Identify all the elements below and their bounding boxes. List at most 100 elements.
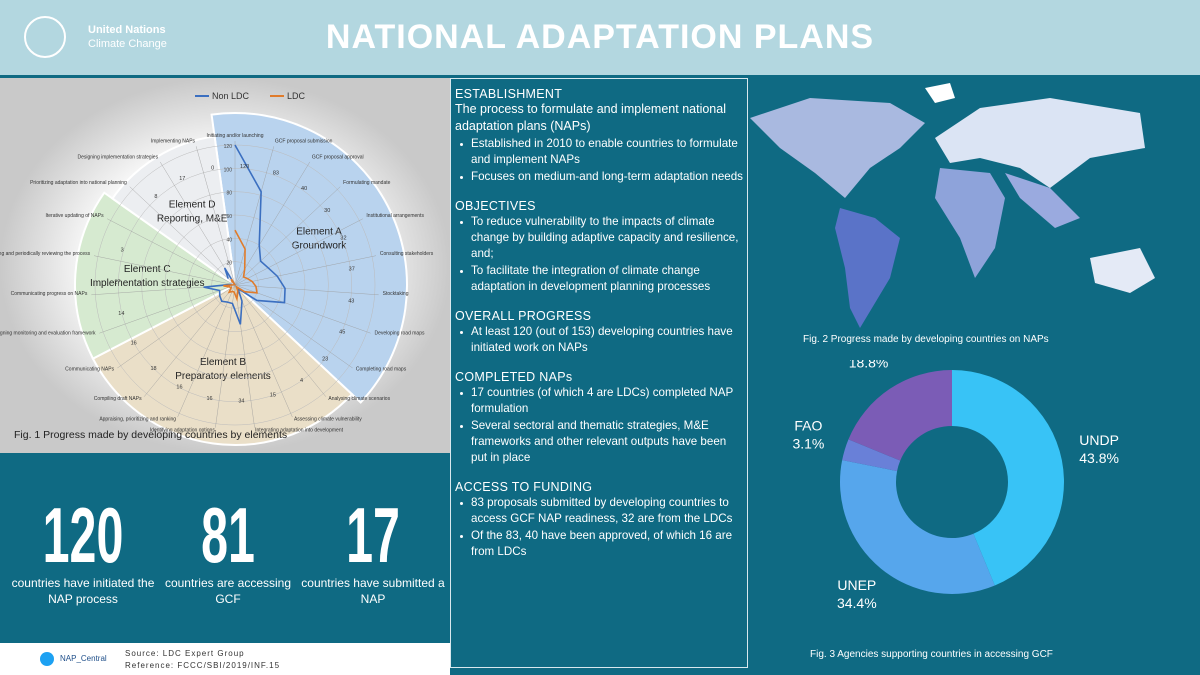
axis-label: Assessing climate vulnerability	[294, 417, 362, 423]
legend-label: LDC	[287, 91, 306, 101]
legend-label: Non LDC	[212, 91, 250, 101]
caption: Fig. 2 Progress made by developing count…	[803, 334, 1049, 345]
donut-slice	[952, 370, 1064, 586]
r-tick-label: 40	[226, 237, 232, 243]
value-label: 16	[206, 396, 212, 402]
bullet: 17 countries (of which 4 are LDCs) compl…	[455, 385, 743, 417]
slice-value: 34.4%	[837, 595, 877, 611]
donut-chart: UNDP43.8%UNEP34.4%FAO3.1%Others18.8%Fig.…	[792, 360, 1119, 660]
spoke	[195, 146, 236, 286]
axis-label: Consulting stakeholders	[380, 251, 434, 257]
value-label: 0	[211, 166, 214, 172]
axis-label: Iterative updating of NAPs	[45, 213, 104, 219]
axis-label: Analysing climate scenarios	[328, 396, 390, 402]
slice-value: 3.1%	[792, 436, 824, 452]
bullet: To reduce vulnerability to the impacts o…	[455, 214, 743, 262]
element-name: Element C	[124, 264, 171, 275]
spoke	[234, 284, 255, 428]
element-sub: Reporting, M&E	[157, 214, 228, 225]
text-panel: ESTABLISHMENT The process to formulate an…	[450, 78, 748, 668]
spoke	[234, 284, 327, 397]
axis-label: Stocktaking	[383, 291, 409, 297]
axis-label: Compiling draft NAPs	[94, 396, 142, 402]
element-sector	[111, 135, 237, 288]
axis-label: GCF proposal submission	[275, 138, 333, 144]
source: Source: LDC Expert Group	[125, 649, 245, 658]
element-sector	[74, 191, 237, 360]
section-heading: OBJECTIVES	[455, 199, 536, 213]
spoke	[160, 161, 236, 286]
bullet: At least 120 (out of 153) developing cou…	[455, 324, 743, 356]
stat-label: countries are accessing GCF	[164, 576, 292, 606]
stat-number: 120	[42, 491, 124, 579]
stat: 81 countries are accessing GCF	[153, 495, 303, 607]
stat-label: countries have initiated the NAP process	[11, 576, 155, 606]
section-heading: OVERALL PROGRESS	[455, 309, 592, 323]
axis-label: Initiating and/or launching	[207, 133, 264, 139]
section-heading: ACCESS TO FUNDING	[455, 480, 593, 494]
bullet: Several sectoral and thematic strategies…	[455, 418, 743, 466]
org-name: United Nations	[88, 24, 166, 36]
twitter-icon	[40, 652, 54, 666]
stat-number: 81	[201, 491, 255, 579]
continents	[750, 83, 1155, 328]
value-label: 45	[339, 329, 345, 335]
element-name: Element A	[296, 226, 342, 237]
value-label: 37	[349, 267, 355, 273]
bullet: 83 proposals submitted by developing cou…	[455, 495, 743, 527]
value-label: 16	[131, 341, 137, 347]
bullet: Focuses on medium-and long-term adaptati…	[455, 169, 743, 185]
axis-label: Communicating NAPs	[65, 366, 114, 372]
world-map	[750, 83, 1155, 328]
value-label: 16	[176, 385, 182, 391]
axis-label: Implementing NAPs	[151, 138, 196, 144]
axis-label: Identifying adaptation options	[150, 428, 216, 434]
spoke	[93, 255, 236, 286]
slice-value: 43.8%	[1079, 450, 1119, 466]
value-label: 30	[324, 208, 330, 214]
spoke	[234, 218, 363, 286]
spoke	[143, 284, 236, 397]
bullet: Established in 2010 to enable countries …	[455, 136, 743, 168]
stat-label: countries have submitted a NAP	[301, 576, 445, 606]
stat: 120 countries have initiated the NAP proc…	[8, 495, 158, 607]
stat: 17 countries have submitted a NAP	[298, 495, 448, 607]
reference: Reference: FCCC/SBI/2019/INF.15	[125, 661, 281, 670]
spoke	[234, 186, 341, 286]
value-label: 17	[179, 176, 185, 182]
spoke	[215, 284, 236, 428]
r-tick-label: 60	[226, 214, 232, 220]
value-label: 15	[270, 392, 276, 398]
slice-name: UNEP	[837, 577, 876, 593]
spoke	[234, 284, 379, 296]
axis-label: Designing monitoring and evaluation fram…	[0, 331, 96, 337]
spoke	[117, 284, 236, 369]
org-name: Climate Change	[88, 38, 167, 50]
axis-label: Formulating mandate	[343, 180, 390, 186]
stat-number: 17	[346, 491, 400, 579]
spoke	[234, 146, 275, 286]
axis-label: Designing implementation strategies	[77, 155, 158, 161]
element-sector	[210, 112, 408, 404]
caption: Fig. 1 Progress made by developing count…	[14, 429, 287, 441]
element-name: Element B	[200, 357, 246, 368]
value-label: 14	[118, 311, 124, 317]
axis-label: Appraising, prioritizing and ranking	[99, 417, 176, 423]
value-label: 18	[151, 366, 157, 372]
value-label: 3	[121, 248, 124, 254]
series-line	[223, 229, 258, 303]
spoke	[99, 284, 236, 334]
axis-label: Communicating progress on NAPs	[11, 291, 88, 297]
value-label: 34	[238, 398, 244, 404]
value-label: 27	[114, 279, 120, 285]
slice-name: UNDP	[1079, 432, 1119, 448]
axis-label: Prioritizing adaptation into national pl…	[30, 180, 127, 186]
axis-label: GCF proposal approval	[312, 155, 364, 161]
header: United Nations Climate Change NATIONAL A…	[0, 0, 1200, 75]
caption: Fig. 3 Agencies supporting countries in …	[810, 649, 1053, 660]
r-tick-label: 100	[224, 167, 233, 173]
section-heading: ESTABLISHMENT	[455, 87, 563, 101]
axis-label: Developing road maps	[374, 331, 425, 337]
axis-label: Institutional arrangements	[366, 213, 424, 219]
